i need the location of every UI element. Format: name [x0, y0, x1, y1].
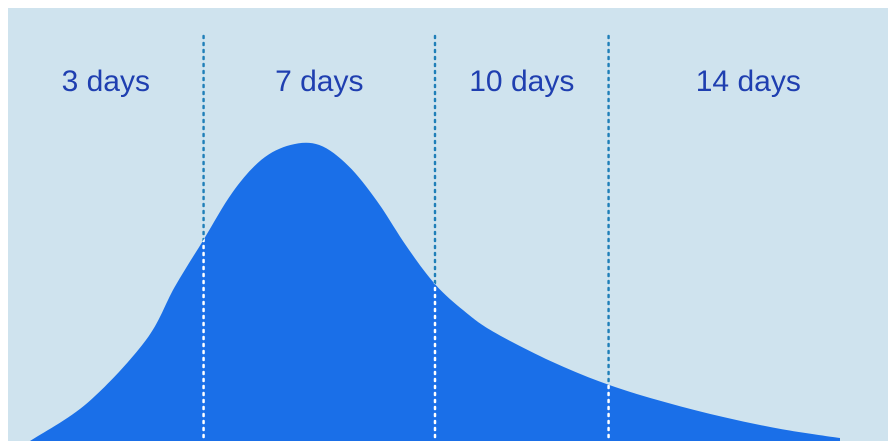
period-label: 7 days [275, 65, 363, 98]
period-dividers [202, 34, 610, 441]
period-label: 14 days [696, 65, 801, 98]
period-label: 10 days [469, 65, 574, 98]
period-labels: 3 days 7 days 10 days 14 days [62, 65, 801, 98]
period-label: 3 days [62, 65, 150, 98]
distribution-area [30, 142, 840, 441]
